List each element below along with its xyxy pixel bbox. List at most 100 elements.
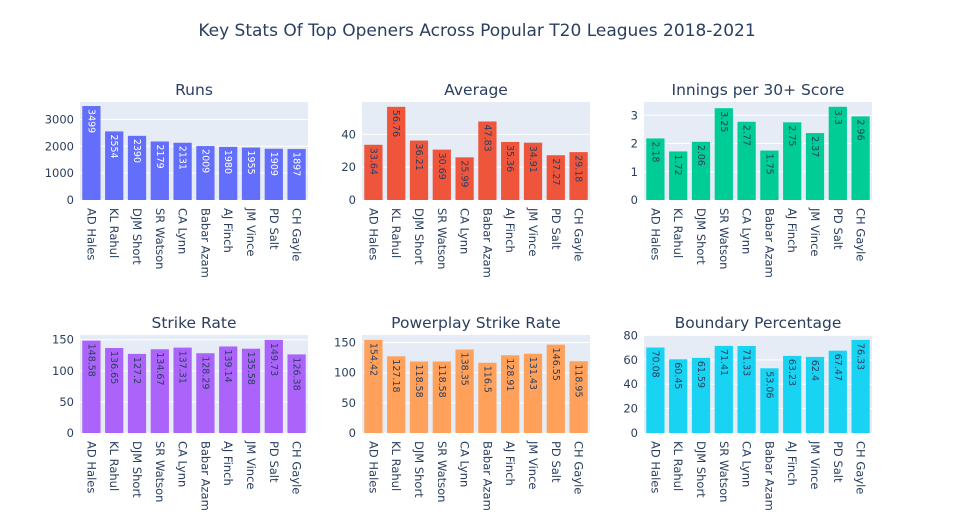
bar — [669, 151, 688, 200]
bar — [196, 353, 215, 433]
bar-data-label: 2.06 — [695, 145, 706, 166]
bar — [387, 356, 406, 433]
x-tick-label: CA Lynn — [176, 441, 190, 487]
bar-data-label: 116.5 — [481, 366, 492, 393]
bar — [760, 150, 779, 200]
x-tick-label: KL Rahul — [671, 441, 685, 491]
bar — [783, 355, 802, 433]
bar — [105, 131, 124, 200]
bar-data-label: 63.23 — [786, 359, 797, 386]
bar — [455, 349, 474, 433]
bar-data-label: 60.45 — [672, 362, 683, 389]
bar — [737, 346, 756, 433]
bar — [364, 144, 383, 200]
y-tick-label: 2 — [631, 137, 638, 151]
x-tick-label: JM Vince — [808, 440, 822, 489]
subplot-title: Strike Rate — [151, 314, 236, 332]
y-tick-label: 40 — [623, 377, 638, 391]
bar-data-label: 35.36 — [504, 145, 515, 172]
bar — [691, 357, 711, 433]
bar-data-label: 1955 — [245, 151, 256, 175]
bar-data-label: 118.58 — [413, 364, 424, 397]
bar-data-label: 148.58 — [85, 344, 96, 377]
x-tick-label: PD Salt — [267, 441, 281, 483]
bar-data-label: 2.77 — [741, 125, 752, 146]
x-tick-label: Babar Azam — [480, 441, 494, 511]
bar-data-label: 135.58 — [245, 352, 256, 385]
bar — [546, 155, 565, 200]
bar-data-label: 2.96 — [855, 119, 866, 140]
bar — [828, 350, 847, 433]
bar-data-label: 128.91 — [504, 358, 515, 391]
x-tick-label: AJ Finch — [785, 208, 799, 253]
bar — [691, 141, 711, 200]
bar — [105, 348, 124, 433]
bar-data-label: 1897 — [291, 152, 302, 176]
x-tick-label: DJM Short — [130, 441, 144, 498]
bar — [478, 121, 497, 200]
bar — [241, 147, 261, 200]
bar-data-label: 1980 — [222, 150, 233, 174]
x-tick-label: SR Watson — [435, 208, 449, 269]
bar-data-label: 154.42 — [367, 343, 378, 376]
x-tick-label: SR Watson — [153, 208, 167, 269]
bar-data-label: 30.69 — [436, 153, 447, 180]
y-tick-label: 50 — [59, 395, 74, 409]
bar-data-label: 2.37 — [809, 136, 820, 157]
bar-data-label: 137.31 — [177, 351, 188, 384]
x-tick-label: KL Rahul — [671, 208, 685, 258]
y-tick-label: 0 — [631, 193, 638, 207]
bar — [241, 348, 261, 433]
x-tick-label: CH Gayle — [854, 441, 868, 494]
x-tick-label: DJM Short — [412, 441, 426, 498]
x-tick-label: DJM Short — [130, 208, 144, 265]
bar — [264, 148, 283, 200]
subplot-title: Average — [444, 81, 508, 99]
subplot-title: Innings per 30+ Score — [672, 81, 845, 99]
bar — [760, 368, 779, 433]
subplot-5: 0 20 40 60 80 Boundary Percentage 70.08 AD Hale… — [623, 314, 872, 511]
y-tick-label: 150 — [334, 336, 356, 350]
bar-data-label: 138.35 — [459, 353, 470, 386]
bar — [714, 345, 733, 433]
subplot-0: 0 1000 2000 3000 Runs 3499 AD Hales 2554 KL Rahu… — [45, 81, 308, 278]
bar — [646, 138, 665, 200]
x-tick-label: JM Vince — [244, 440, 258, 489]
x-tick-label: KL Rahul — [389, 441, 403, 491]
x-tick-label: AD Hales — [84, 441, 98, 493]
bar-data-label: 2179 — [154, 144, 165, 168]
x-tick-label: CA Lynn — [740, 208, 754, 254]
x-tick-label: Babar Azam — [198, 441, 212, 511]
subplot-2: 0 1 2 3 Innings per 30+ Score 2.18 AD Hales 1.7… — [631, 81, 872, 278]
subplot-title: Powerplay Strike Rate — [391, 314, 561, 332]
y-tick-label: 2000 — [45, 139, 74, 153]
bar — [646, 347, 665, 433]
bar-data-label: 3.25 — [718, 111, 729, 132]
x-tick-label: CA Lynn — [458, 441, 472, 487]
x-tick-label: Babar Azam — [198, 208, 212, 278]
bar — [783, 122, 802, 200]
bar-data-label: 3499 — [85, 109, 96, 133]
x-tick-label: CA Lynn — [740, 441, 754, 487]
y-tick-label: 40 — [341, 127, 356, 141]
bar-data-label: 2.75 — [786, 125, 797, 146]
x-tick-label: AD Hales — [648, 208, 662, 260]
x-tick-label: Babar Azam — [762, 208, 776, 278]
bar — [127, 135, 147, 200]
y-tick-label: 100 — [52, 364, 74, 378]
x-tick-label: PD Salt — [549, 208, 563, 250]
x-tick-label: KL Rahul — [107, 208, 121, 258]
y-tick-label: 20 — [341, 160, 356, 174]
bar-data-label: 139.14 — [222, 349, 233, 382]
bar-data-label: 2131 — [177, 146, 188, 170]
bar-data-label: 25.99 — [459, 160, 470, 187]
y-tick-label: 3000 — [45, 112, 74, 126]
y-tick-label: 20 — [623, 402, 638, 416]
x-tick-label: KL Rahul — [389, 208, 403, 258]
bar-data-label: 1909 — [268, 152, 279, 176]
x-tick-label: PD Salt — [831, 208, 845, 250]
bar — [569, 361, 588, 433]
x-tick-label: CH Gayle — [572, 441, 586, 494]
x-tick-label: JM Vince — [808, 207, 822, 256]
bar — [432, 361, 451, 433]
